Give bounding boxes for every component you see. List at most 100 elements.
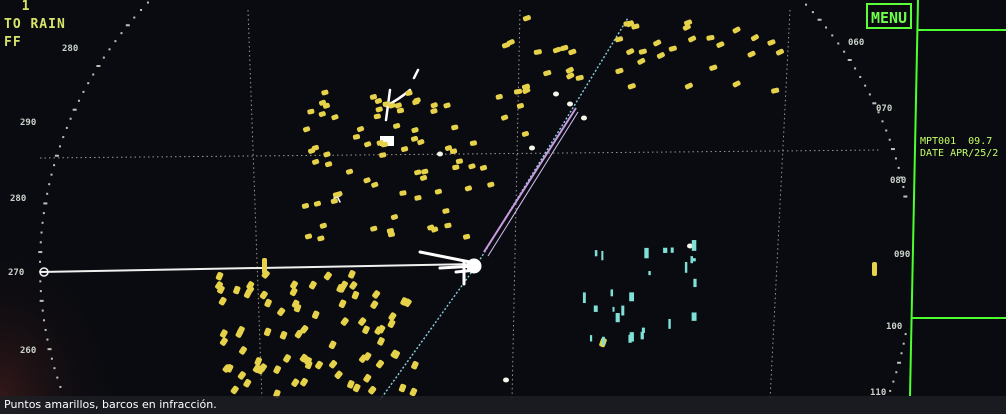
ring-tick: [82, 90, 85, 93]
radar-target: [387, 319, 396, 328]
ring-tick: [50, 173, 53, 176]
radar-target: [521, 131, 529, 137]
radar-target: [430, 102, 438, 109]
radar-target: [601, 250, 604, 261]
ring-tick: [889, 389, 892, 392]
radar-target: [279, 331, 288, 340]
radar-target: [332, 191, 341, 198]
radar-target: [334, 370, 343, 380]
radar-target: [414, 169, 422, 176]
radar-target: [351, 290, 360, 300]
radar-target: [479, 164, 488, 171]
ring-tick: [831, 34, 834, 37]
target-label-block: [380, 136, 394, 146]
radar-target: [431, 226, 439, 233]
radar-target: [352, 134, 361, 140]
cyan-targets: [582, 240, 697, 346]
radar-target: [375, 359, 384, 369]
radar-target: [412, 99, 420, 106]
radar-target: [317, 235, 325, 242]
radar-target: [325, 161, 333, 168]
ring-tick: [811, 11, 814, 14]
ring-tick: [39, 241, 42, 244]
radar-target: [239, 346, 247, 355]
radar-target: [390, 214, 399, 220]
radar-target: [379, 152, 387, 158]
radar-target: [308, 280, 317, 290]
ring-tick: [38, 251, 43, 254]
ring-tick: [96, 65, 101, 67]
bearing-label: 290: [20, 118, 37, 128]
radar-target: [552, 46, 562, 54]
ring-tick: [125, 24, 130, 27]
radar-target: [215, 271, 224, 281]
ring-tick: [897, 166, 900, 169]
hud-line-1: 1: [4, 0, 31, 14]
ring-tick: [56, 376, 59, 379]
radar-target: [364, 141, 372, 148]
radar-target: [747, 50, 756, 58]
radar-target: [340, 317, 349, 326]
ring-tick: [146, 1, 149, 4]
bearing-label: 260: [20, 346, 37, 356]
radar-target: [358, 317, 367, 326]
ring-tick: [894, 157, 897, 160]
radar-target: [291, 299, 300, 309]
ring-tick: [900, 352, 903, 355]
radar-target: [522, 15, 531, 22]
radar-target: [637, 57, 646, 65]
ring-tick: [877, 111, 880, 114]
radar-target: [434, 188, 442, 195]
ring-tick: [108, 48, 111, 51]
ring-tick: [805, 3, 808, 6]
ring-tick: [895, 371, 898, 374]
ring-tick: [92, 73, 95, 76]
radar-target: [419, 174, 428, 181]
radar-target: [380, 141, 388, 148]
radar-target: [369, 94, 378, 100]
ring-tick: [50, 357, 53, 360]
radar-target: [687, 243, 693, 249]
ring-tick: [69, 117, 72, 120]
radar-target: [638, 48, 647, 55]
caption-bar: Puntos amarillos, barcos en infracción.: [0, 396, 1006, 414]
bearing-label: 280: [62, 44, 79, 54]
ring-tick: [53, 367, 56, 370]
ring-tick: [39, 290, 42, 293]
radar-target: [614, 36, 624, 43]
radar-target: [398, 383, 407, 393]
radar-target: [374, 326, 383, 335]
ring-tick: [903, 195, 908, 198]
ring-tick: [843, 50, 846, 53]
menu-button[interactable]: MENU: [866, 3, 912, 29]
radar-target: [775, 48, 784, 56]
radar-target: [581, 115, 587, 121]
radar-target: [529, 145, 535, 151]
radar-target: [399, 190, 407, 196]
radar-target: [437, 151, 443, 157]
radar-target: [338, 299, 347, 308]
radar-target: [641, 327, 645, 333]
ring-tick: [41, 309, 44, 312]
radar-target: [347, 380, 355, 389]
radar-target: [684, 262, 688, 273]
radar-target: [503, 377, 509, 383]
screen-glare: [0, 150, 200, 414]
radar-target: [308, 147, 316, 154]
radar-target: [254, 357, 262, 366]
radar-target: [411, 361, 419, 370]
ring-tick: [77, 99, 80, 102]
radar-target: [644, 247, 649, 259]
radar-target: [312, 310, 320, 320]
radar-target: [349, 281, 358, 290]
radar-target: [374, 98, 382, 104]
ring-tick: [40, 231, 43, 234]
radar-target: [462, 233, 471, 240]
bearing-label: 070: [876, 104, 893, 114]
radar-target: [321, 89, 329, 96]
radar-target: [691, 312, 697, 321]
ring-tick: [817, 18, 822, 21]
radar-target: [640, 331, 644, 340]
radar-target: [331, 114, 339, 121]
ring-tick: [864, 84, 867, 87]
